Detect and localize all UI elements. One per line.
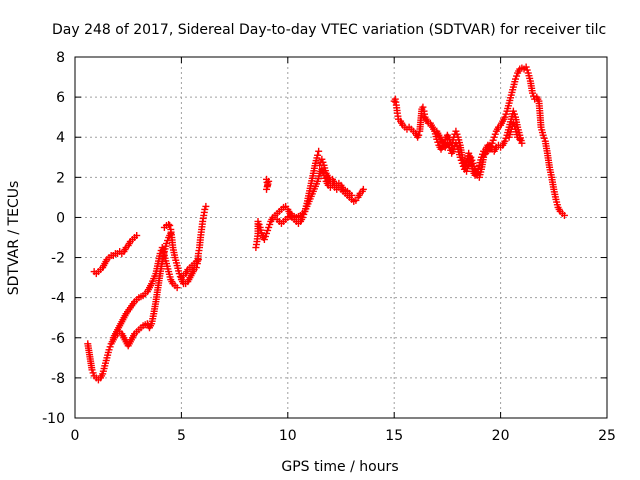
data-point bbox=[202, 202, 210, 210]
series-2 bbox=[109, 244, 181, 342]
data-point bbox=[419, 103, 427, 111]
y-tick-label: 8 bbox=[56, 50, 65, 66]
y-axis-label: SDTVAR / TECUs bbox=[6, 181, 22, 296]
x-axis-label: GPS time / hours bbox=[281, 459, 398, 475]
data-point bbox=[165, 220, 173, 228]
y-tick-label: -4 bbox=[51, 291, 65, 307]
data-point bbox=[166, 221, 174, 229]
y-tick-label: -10 bbox=[42, 411, 65, 427]
data-point bbox=[359, 185, 367, 193]
x-tick-label: 10 bbox=[279, 428, 297, 444]
y-tick-label: 2 bbox=[56, 170, 65, 186]
data-point bbox=[560, 211, 568, 219]
data-point bbox=[415, 131, 423, 139]
series-10 bbox=[433, 107, 526, 179]
data-point bbox=[314, 151, 322, 159]
x-tick-label: 0 bbox=[71, 428, 80, 444]
data-point bbox=[315, 147, 323, 155]
axis-ticks bbox=[74, 56, 608, 419]
series-11 bbox=[505, 119, 524, 143]
series-1 bbox=[90, 231, 141, 278]
chart-title: Day 248 of 2017, Sidereal Day-to-day VTE… bbox=[52, 22, 606, 38]
x-tick-label: 5 bbox=[177, 428, 186, 444]
y-tick-label: -6 bbox=[51, 331, 65, 347]
x-tick-label: 25 bbox=[598, 428, 616, 444]
series-4 bbox=[177, 256, 202, 282]
x-tick-label: 15 bbox=[385, 428, 403, 444]
y-tick-label: 0 bbox=[56, 210, 65, 226]
series-8 bbox=[316, 155, 356, 199]
data-point bbox=[348, 191, 356, 199]
tick-labels: 0 5 10 15 20 25 -10 -8 -6 -4 -2 0 2 4 6 8 bbox=[42, 50, 616, 444]
data-point bbox=[133, 231, 141, 239]
grid-lines bbox=[75, 57, 607, 418]
data-point bbox=[518, 139, 526, 147]
data-point bbox=[194, 256, 202, 264]
data-point bbox=[173, 284, 181, 292]
x-tick-label: 20 bbox=[492, 428, 510, 444]
data-point bbox=[192, 264, 200, 272]
series-9 bbox=[390, 63, 568, 219]
data-point bbox=[263, 185, 271, 193]
y-tick-label: -2 bbox=[51, 251, 65, 267]
series-6 bbox=[263, 175, 273, 193]
y-tick-label: 6 bbox=[56, 90, 65, 106]
data-point bbox=[516, 135, 524, 143]
y-tick-label: -8 bbox=[51, 371, 65, 387]
y-tick-label: 4 bbox=[56, 130, 65, 146]
data-points bbox=[84, 63, 568, 384]
plot-frame bbox=[74, 56, 608, 419]
